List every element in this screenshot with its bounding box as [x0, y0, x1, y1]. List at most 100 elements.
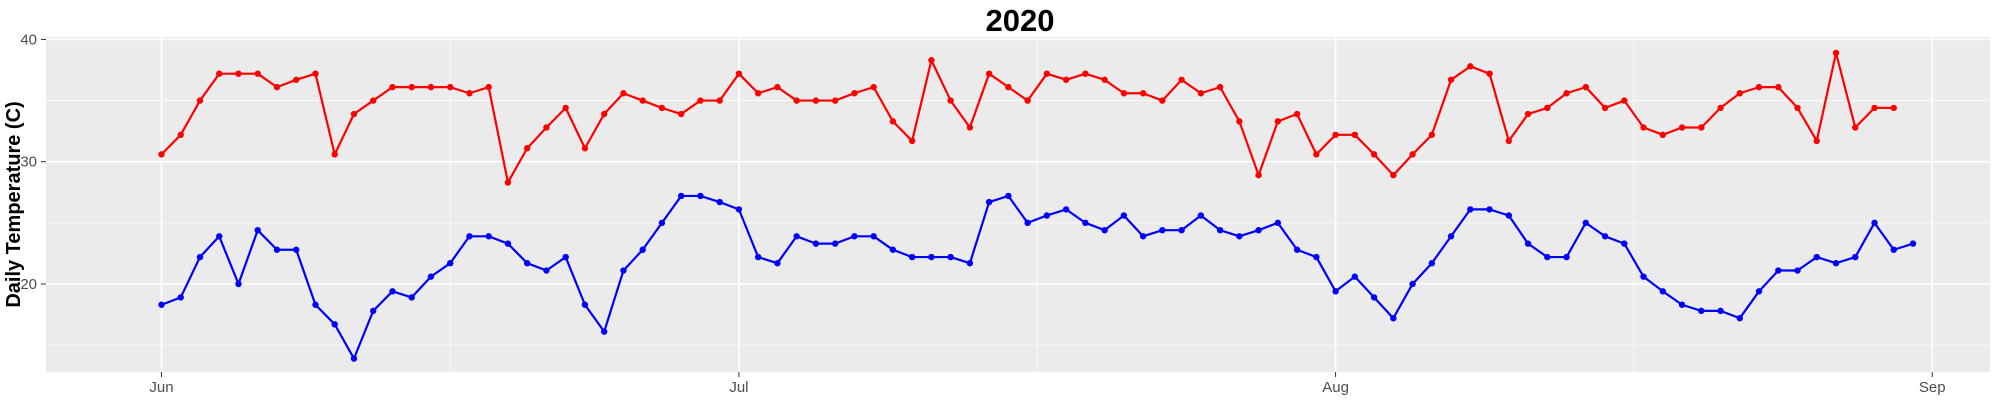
- data-point-max-temperature: [331, 151, 338, 158]
- data-point-min-temperature: [1062, 206, 1070, 213]
- series-layer: [158, 49, 1917, 362]
- series-line-min-temperature: [160, 194, 1915, 360]
- data-point-max-temperature: [1390, 171, 1397, 179]
- data-point-max-temperature: [1832, 49, 1840, 57]
- data-point-min-temperature: [1717, 307, 1724, 315]
- data-point-min-temperature: [523, 259, 531, 267]
- data-point-min-temperature: [485, 233, 492, 240]
- data-point-max-temperature: [1370, 151, 1378, 158]
- data-point-max-temperature: [1698, 124, 1705, 131]
- x-tick-label: Jun: [149, 379, 173, 396]
- data-point-min-temperature: [1698, 307, 1705, 315]
- data-point-min-temperature: [716, 198, 723, 206]
- data-point-max-temperature: [793, 97, 800, 104]
- data-point-max-temperature: [908, 137, 916, 145]
- data-point-min-temperature: [312, 301, 319, 308]
- data-point-max-temperature: [427, 83, 435, 91]
- data-point-max-temperature: [716, 97, 723, 104]
- data-point-max-temperature: [370, 97, 377, 104]
- data-point-max-temperature: [812, 97, 820, 104]
- data-point-min-temperature: [966, 259, 974, 267]
- data-point-max-temperature: [1332, 131, 1339, 139]
- data-point-min-temperature: [1178, 226, 1185, 234]
- data-point-min-temperature: [658, 219, 666, 227]
- data-point-max-temperature: [1005, 83, 1012, 91]
- data-point-max-temperature: [735, 70, 743, 77]
- data-point-max-temperature: [1409, 151, 1416, 158]
- data-point-min-temperature: [1159, 226, 1166, 234]
- chart-title: 2020: [986, 3, 1055, 38]
- data-point-max-temperature: [639, 97, 646, 104]
- data-point-min-temperature: [370, 307, 377, 315]
- data-point-min-temperature: [1447, 233, 1455, 240]
- data-point-min-temperature: [1832, 259, 1840, 267]
- data-point-max-temperature: [754, 90, 762, 97]
- y-tick-label: 20: [20, 276, 37, 293]
- data-point-min-temperature: [600, 328, 608, 335]
- data-point-min-temperature: [812, 240, 820, 247]
- data-point-max-temperature: [1563, 90, 1570, 97]
- series-min-temperature: [158, 192, 1917, 362]
- data-point-max-temperature: [1447, 76, 1455, 83]
- data-point-min-temperature: [273, 246, 281, 253]
- data-point-min-temperature: [1755, 288, 1763, 295]
- data-point-min-temperature: [1293, 246, 1301, 253]
- data-point-max-temperature: [1313, 151, 1320, 158]
- data-point-max-temperature: [1139, 90, 1147, 97]
- data-point-max-temperature: [928, 57, 935, 64]
- data-point-min-temperature: [254, 226, 261, 234]
- data-point-min-temperature: [1120, 212, 1128, 219]
- data-point-max-temperature: [1640, 124, 1647, 131]
- data-point-min-temperature: [235, 280, 242, 288]
- data-point-max-temperature: [1236, 118, 1243, 125]
- data-point-max-temperature: [600, 110, 608, 118]
- data-point-max-temperature: [677, 110, 685, 118]
- data-point-min-temperature: [1582, 219, 1590, 227]
- data-point-max-temperature: [1794, 104, 1801, 112]
- data-point-min-temperature: [1101, 226, 1108, 234]
- data-point-max-temperature: [1736, 90, 1743, 97]
- data-point-min-temperature: [1409, 280, 1416, 288]
- data-point-max-temperature: [1852, 124, 1859, 131]
- data-point-min-temperature: [1313, 253, 1320, 261]
- data-point-max-temperature: [774, 83, 781, 91]
- data-point-min-temperature: [1216, 226, 1224, 234]
- data-point-min-temperature: [908, 253, 916, 261]
- data-point-max-temperature: [408, 83, 415, 91]
- data-point-min-temperature: [158, 301, 165, 308]
- data-point-max-temperature: [620, 90, 627, 97]
- data-point-min-temperature: [562, 253, 569, 261]
- data-point-max-temperature: [1717, 104, 1724, 112]
- data-point-max-temperature: [1601, 104, 1609, 112]
- data-point-min-temperature: [774, 259, 781, 267]
- data-point-max-temperature: [504, 179, 512, 186]
- data-point-min-temperature: [1390, 315, 1397, 322]
- data-point-max-temperature: [1813, 137, 1820, 145]
- data-point-max-temperature: [389, 83, 396, 91]
- data-point-max-temperature: [1274, 118, 1282, 125]
- data-point-max-temperature: [543, 124, 550, 131]
- data-point-max-temperature: [870, 83, 877, 91]
- data-point-min-temperature: [1332, 288, 1339, 295]
- data-point-max-temperature: [1082, 70, 1089, 77]
- data-point-min-temperature: [1813, 253, 1820, 261]
- data-point-min-temperature: [1659, 288, 1666, 295]
- data-point-min-temperature: [1563, 253, 1570, 261]
- data-point-max-temperature: [889, 118, 897, 125]
- data-point-max-temperature: [1621, 97, 1628, 104]
- data-point-max-temperature: [1678, 124, 1686, 131]
- x-tick-label: Sep: [1919, 379, 1946, 396]
- data-point-min-temperature: [1274, 219, 1282, 227]
- data-point-min-temperature: [620, 267, 627, 274]
- data-point-max-temperature: [947, 97, 954, 104]
- data-point-max-temperature: [1544, 104, 1551, 112]
- data-point-min-temperature: [1871, 219, 1878, 227]
- data-point-min-temperature: [1505, 212, 1513, 219]
- data-point-min-temperature: [466, 233, 473, 240]
- data-point-max-temperature: [1043, 70, 1051, 77]
- data-point-min-temperature: [851, 233, 858, 240]
- data-point-min-temperature: [447, 259, 454, 267]
- data-point-max-temperature: [1428, 131, 1436, 139]
- data-point-max-temperature: [196, 97, 204, 104]
